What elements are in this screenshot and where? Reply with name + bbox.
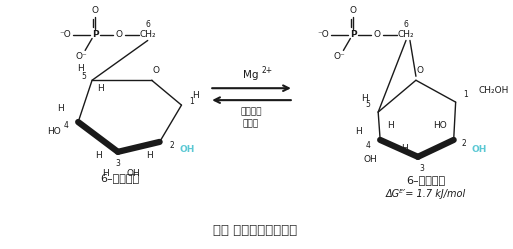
Text: O: O [417,66,423,75]
Text: ⁻O: ⁻O [318,30,329,39]
Text: H: H [192,91,199,100]
Text: P: P [92,30,98,39]
Text: O: O [115,30,123,39]
Text: ΔGᴱ′= 1.7 kJ/mol: ΔGᴱ′= 1.7 kJ/mol [386,188,466,199]
Text: H: H [387,122,393,130]
Text: 5: 5 [366,100,371,109]
Text: H: H [57,104,64,113]
Text: OH: OH [127,169,141,178]
Text: CH₂: CH₂ [398,30,415,39]
Text: 图： 磷酸葡糖的异构化: 图： 磷酸葡糖的异构化 [213,224,298,237]
Text: OH: OH [363,155,377,164]
Text: P: P [350,30,357,39]
Text: ⁻O: ⁻O [60,30,71,39]
Text: 6: 6 [404,20,408,29]
Text: 5: 5 [82,72,87,81]
Text: H: H [103,169,109,178]
Text: CH₂OH: CH₂OH [478,86,508,95]
Text: H: H [77,64,84,73]
Text: 4: 4 [366,141,371,150]
Text: HO: HO [433,122,447,130]
Text: O⁻: O⁻ [333,52,345,61]
Text: CH₂: CH₂ [140,30,156,39]
Text: H: H [96,84,104,93]
Text: 异构酶: 异构酶 [243,120,259,128]
Text: 1: 1 [189,97,194,106]
Text: H: H [401,144,407,153]
Text: 3: 3 [115,159,121,168]
Text: 2: 2 [461,139,466,148]
Text: H: H [361,94,368,103]
Text: O⁻: O⁻ [75,52,87,61]
Text: 磷酸己糖: 磷酸己糖 [240,108,262,117]
Text: O: O [91,6,98,15]
Text: 1: 1 [463,90,468,99]
Text: 6–磷酸果糖: 6–磷酸果糖 [406,175,445,185]
Text: H: H [95,151,102,160]
Text: Mg: Mg [243,70,259,80]
Text: 6: 6 [145,20,150,29]
Text: OH: OH [472,145,487,154]
Text: O: O [350,6,357,15]
Text: 4: 4 [64,122,69,130]
Text: 3: 3 [420,164,424,173]
Text: 2: 2 [169,141,174,150]
Text: O: O [373,30,381,39]
Text: HO: HO [48,127,61,136]
Text: 2+: 2+ [261,66,272,75]
Text: H: H [355,127,362,136]
Text: O: O [152,66,159,75]
Text: H: H [146,151,153,160]
Text: OH: OH [180,145,195,154]
Text: 6–磷酸葡糖: 6–磷酸葡糖 [101,173,140,183]
